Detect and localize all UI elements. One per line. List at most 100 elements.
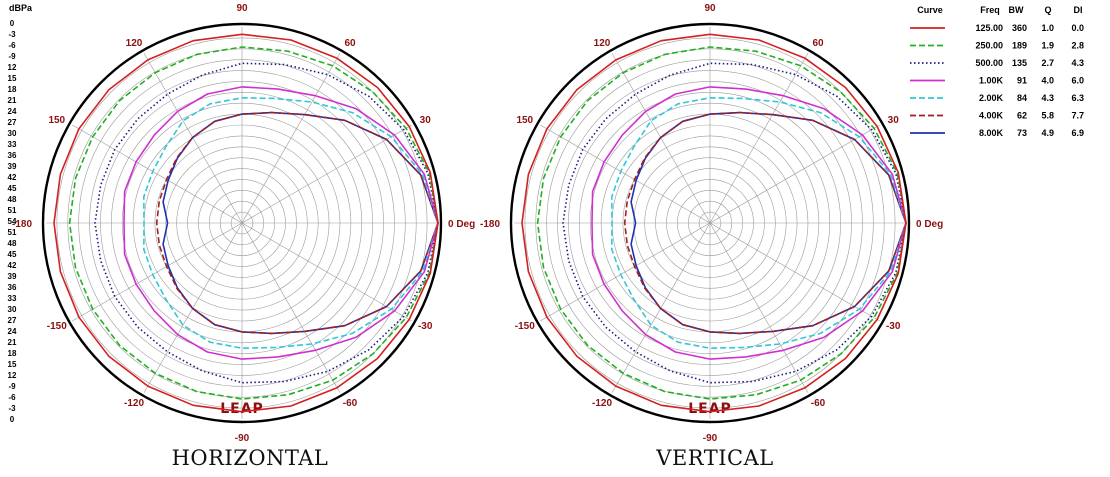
legend-di: 6.3 [1071, 93, 1084, 103]
legend-freq: 500.00 [975, 58, 1003, 68]
polar-curve [536, 46, 907, 400]
legend-q: 1.0 [1041, 23, 1054, 33]
leap-logo: LEAP [688, 401, 732, 417]
polar-curve [623, 111, 907, 335]
db-axis-tick: -9 [8, 382, 16, 391]
db-axis-tick: 18 [8, 349, 17, 358]
legend-q: 5.8 [1041, 111, 1054, 121]
grid-spoke [709, 124, 880, 224]
db-axis-tick: 45 [8, 250, 17, 259]
db-axis-tick: 21 [8, 338, 17, 347]
legend-bw: 84 [1017, 93, 1027, 103]
db-axis-tick: 0 [10, 415, 15, 424]
db-axis-tick: 36 [8, 151, 17, 160]
db-axis-tick: 51 [8, 228, 17, 237]
angle-label: 60 [812, 38, 824, 49]
angle-label: 0 Deg [916, 219, 943, 230]
legend-bw: 360 [1012, 23, 1027, 33]
db-axis-tick: 33 [8, 140, 17, 149]
angle-label: 120 [126, 38, 143, 49]
legend-q: 4.9 [1041, 128, 1054, 138]
polar-curve [155, 111, 439, 335]
angle-label: -180 [12, 219, 32, 230]
angle-label: 60 [344, 38, 356, 49]
angle-label: -120 [124, 398, 144, 409]
db-axis-tick: -3 [8, 30, 16, 39]
grid-spoke [241, 222, 412, 322]
polar-curve [53, 33, 439, 413]
angle-label: 150 [48, 115, 65, 126]
legend-q: 2.7 [1041, 58, 1054, 68]
grid-spoke [72, 222, 243, 322]
angle-label: 90 [704, 3, 716, 14]
polar-curve [562, 62, 907, 384]
grid-spoke [241, 222, 341, 393]
db-axis-tick: 42 [8, 173, 17, 182]
angle-label: -150 [515, 321, 535, 332]
legend-header: Curve [917, 5, 943, 15]
legend-bw: 62 [1017, 111, 1027, 121]
caption-vertical: VERTICAL [656, 446, 774, 470]
grid-spoke [241, 53, 341, 224]
angle-label: -60 [343, 398, 358, 409]
legend-freq: 250.00 [975, 41, 1003, 51]
angle-label: -30 [886, 321, 901, 332]
legend-q: 1.9 [1041, 41, 1054, 51]
leap-logo: LEAP [220, 401, 264, 417]
angle-label: -90 [703, 433, 718, 444]
db-axis-tick: 48 [8, 195, 17, 204]
legend-header: BW [1009, 5, 1024, 15]
db-axis-tick: 15 [8, 360, 17, 369]
polar-curve [143, 97, 439, 349]
polar-chart-vertical: LEAP 90 60 30 0 Deg -30 -60 -90 -120 -150 -180 150 1… [480, 3, 943, 444]
legend-freq: 8.00K [979, 128, 1004, 138]
legend-di: 2.8 [1071, 41, 1084, 51]
db-axis-tick: -6 [8, 41, 16, 50]
outer-ring [509, 22, 911, 424]
angle-label: -120 [592, 398, 612, 409]
legend-q: 4.0 [1041, 76, 1054, 86]
db-axis-tick: 39 [8, 272, 17, 281]
grid-spoke [709, 222, 880, 322]
legend-bw: 91 [1017, 76, 1027, 86]
legend-bw: 189 [1012, 41, 1027, 51]
legend-header: Q [1044, 5, 1051, 15]
legend-freq: 2.00K [979, 93, 1004, 103]
db-axis-tick: 12 [8, 63, 17, 72]
legend-bw: 135 [1012, 58, 1027, 68]
db-axis-tick: 12 [8, 371, 17, 380]
grid-spoke [709, 222, 809, 393]
legend-freq: 4.00K [979, 111, 1004, 121]
outer-ring [41, 22, 443, 424]
angle-label: 30 [888, 115, 900, 126]
polar-curve [591, 86, 907, 360]
legend-q: 4.3 [1041, 93, 1054, 103]
db-axis-tick: 30 [8, 129, 17, 138]
db-axis-tick: 24 [8, 107, 17, 116]
db-axis-tick: 21 [8, 96, 17, 105]
grid-spoke [709, 53, 809, 224]
db-axis-tick: 42 [8, 261, 17, 270]
db-axis-tick: 33 [8, 294, 17, 303]
db-axis-tick: 48 [8, 239, 17, 248]
db-axis-tick: 39 [8, 162, 17, 171]
legend-di: 7.7 [1071, 111, 1084, 121]
db-axis-tick: 45 [8, 184, 17, 193]
angle-label: 120 [594, 38, 611, 49]
caption-horizontal: HORIZONTAL [171, 446, 329, 470]
legend-header: Freq [980, 5, 1000, 15]
legend-freq: 125.00 [975, 23, 1003, 33]
db-axis-tick: -3 [8, 404, 16, 413]
angle-label: 90 [236, 3, 248, 14]
grid-spoke [540, 124, 711, 224]
db-axis-tick: 27 [8, 118, 17, 127]
angle-label: -150 [47, 321, 67, 332]
angle-label: -30 [418, 321, 433, 332]
db-axis-tick: 36 [8, 283, 17, 292]
db-axis-tick: 24 [8, 327, 17, 336]
angle-label: -60 [811, 398, 826, 409]
db-axis-tick: -9 [8, 52, 16, 61]
legend-header: DI [1074, 5, 1083, 15]
polar-curve [94, 62, 439, 384]
